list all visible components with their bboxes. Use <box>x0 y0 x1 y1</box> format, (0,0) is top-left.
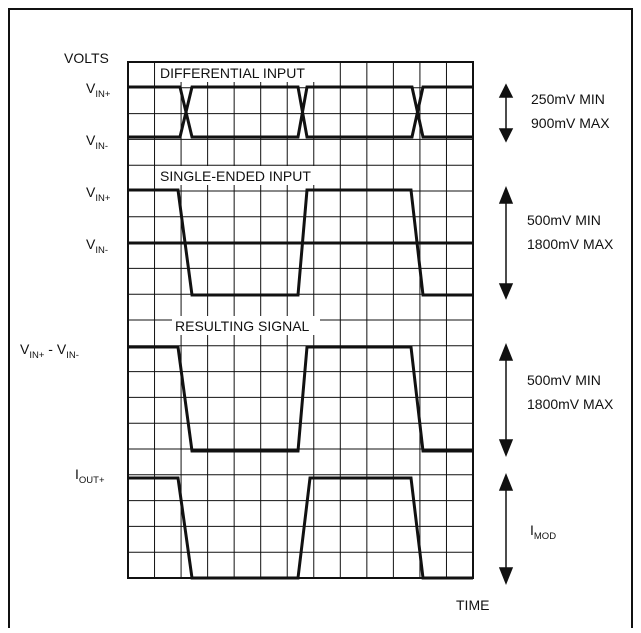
single-ended-vin-plus-label: VIN+ <box>86 184 111 204</box>
differential-vin-plus-label: VIN+ <box>86 80 111 100</box>
arrowhead-down-icon <box>498 567 514 586</box>
single-ended-swing-min: 500mV MIN <box>527 212 601 228</box>
differential-input-title: DIFFERENTIAL INPUT <box>160 65 305 81</box>
swing-labels: 250mV MIN 900mV MAX 500mV MIN 1800mV MAX… <box>527 91 614 542</box>
resulting-swing-min: 500mV MIN <box>527 372 601 388</box>
single-ended-vin-minus-label: VIN- <box>86 236 108 256</box>
left-labels: VIN+ VIN- VIN+ VIN- VIN+ - VIN- IOUT+ <box>20 80 111 486</box>
output-current-waveform <box>128 476 473 580</box>
x-axis-unit-label: TIME <box>456 597 489 613</box>
arrowhead-down-icon <box>498 283 514 300</box>
arrowhead-down-icon <box>498 128 514 143</box>
arrowhead-up-icon <box>498 185 514 204</box>
resulting-swing-max: 1800mV MAX <box>527 396 614 412</box>
diagram-border <box>8 8 633 633</box>
resulting-signal-title: RESULTING SIGNAL <box>175 318 310 334</box>
output-current-label: IOUT+ <box>75 466 105 486</box>
grid-frame <box>127 61 474 579</box>
resulting-signal-label: VIN+ - VIN- <box>20 341 79 361</box>
single-ended-swing-max: 1800mV MAX <box>527 236 614 252</box>
differential-vin-minus-label: VIN- <box>86 132 108 152</box>
swing-arrows <box>498 83 514 586</box>
arrowhead-down-icon <box>498 439 514 458</box>
output-swing-label: IMOD <box>530 522 556 542</box>
differential-swing-max: 900mV MAX <box>531 115 610 131</box>
arrowhead-up-icon <box>498 342 514 361</box>
resulting-signal-waveform <box>128 345 473 453</box>
arrowhead-up-icon <box>498 83 514 98</box>
waveforms <box>128 85 473 580</box>
y-axis-unit-label: VOLTS <box>64 50 109 66</box>
differential-swing-min: 250mV MIN <box>531 91 605 107</box>
panel-titles: DIFFERENTIAL INPUT SINGLE-ENDED INPUT RE… <box>157 63 327 335</box>
differential-vin-minus-waveform <box>128 85 473 139</box>
single-ended-input-title: SINGLE-ENDED INPUT <box>160 168 311 184</box>
arrowhead-up-icon <box>498 472 514 491</box>
